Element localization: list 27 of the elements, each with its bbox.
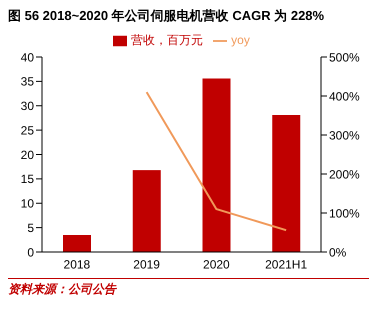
bar xyxy=(202,78,230,252)
y2-tick-label: 200% xyxy=(329,167,360,182)
y-tick-label: 5 xyxy=(27,220,34,235)
y2-tick-label: 500% xyxy=(329,50,360,64)
y-tick-label: 20 xyxy=(20,148,34,162)
y-tick-label: 40 xyxy=(20,50,34,64)
y-tick-label: 25 xyxy=(20,123,34,138)
x-tick-label: 2019 xyxy=(133,258,160,272)
chart-title: 图 56 2018~2020 年公司伺服电机营收 CAGR 为 228% xyxy=(8,8,326,24)
y2-tick-label: 400% xyxy=(329,89,360,104)
y-tick-label: 10 xyxy=(20,196,34,211)
y-tick-label: 30 xyxy=(20,99,34,114)
x-tick-label: 2021H1 xyxy=(265,258,308,272)
y2-tick-label: 0% xyxy=(329,245,347,260)
x-tick-label: 2020 xyxy=(203,258,230,272)
x-tick-label: 2018 xyxy=(64,258,91,272)
bar xyxy=(63,234,91,252)
y-tick-label: 0 xyxy=(27,245,34,260)
text: 资料来源：公司公告 xyxy=(8,281,369,298)
legend-label: yoy xyxy=(231,33,250,47)
y-tick-label: 15 xyxy=(20,172,34,186)
bar xyxy=(132,170,161,252)
y-tick-label: 35 xyxy=(20,74,34,89)
y2-tick-label: 100% xyxy=(329,206,360,220)
bar xyxy=(272,115,300,252)
y2-tick-label: 300% xyxy=(329,128,360,142)
legend-label: 营收，百万元 xyxy=(131,33,204,47)
